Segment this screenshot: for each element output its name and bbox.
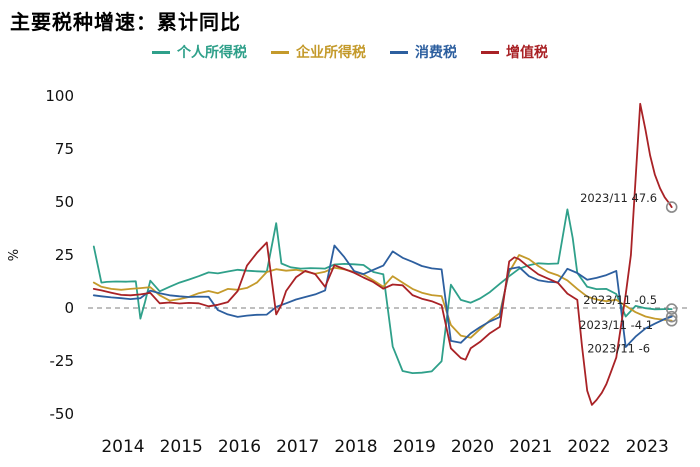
legend-label-corporate-income-tax: 企业所得税 bbox=[296, 45, 366, 61]
legend-marker-personal-income-tax bbox=[152, 50, 170, 54]
y-axis-label: % bbox=[7, 249, 22, 261]
y-tick-label: 75 bbox=[55, 140, 74, 158]
annotation-2: 2023/11 -4.1 bbox=[579, 318, 653, 332]
annotation-1: 2023/11 -0.5 bbox=[583, 293, 657, 307]
legend-item-consumption-tax: 消费税 bbox=[390, 42, 457, 62]
series-line-consumption-tax bbox=[92, 244, 673, 348]
series-line-personal-income-tax bbox=[92, 208, 673, 375]
x-tick-label: 2023 bbox=[626, 437, 669, 457]
end-marker-consumption-tax bbox=[665, 310, 678, 323]
y-tick-label: 0 bbox=[64, 299, 74, 317]
x-tick-label: 2020 bbox=[451, 437, 494, 457]
legend-label-vat: 增值税 bbox=[506, 45, 548, 61]
legend-label-personal-income-tax: 个人所得税 bbox=[177, 45, 247, 61]
x-tick-label: 2016 bbox=[218, 437, 261, 457]
y-tick-label: 25 bbox=[55, 246, 74, 264]
legend-marker-vat bbox=[481, 50, 499, 54]
x-tick-label: 2022 bbox=[567, 437, 610, 457]
legend-marker-corporate-income-tax bbox=[271, 50, 289, 54]
x-tick-label: 2018 bbox=[334, 437, 377, 457]
y-tick-label: -50 bbox=[50, 405, 75, 423]
chart-title: 主要税种增速：累计同比 bbox=[10, 10, 241, 34]
x-tick-label: 2017 bbox=[276, 437, 319, 457]
y-tick-label: 100 bbox=[45, 87, 74, 105]
y-tick-label: 50 bbox=[55, 193, 74, 211]
x-tick-label: 2014 bbox=[101, 437, 144, 457]
legend-item-personal-income-tax: 个人所得税 bbox=[152, 42, 247, 62]
x-tick-label: 2019 bbox=[393, 437, 436, 457]
x-tick-label: 2021 bbox=[509, 437, 552, 457]
legend-item-corporate-income-tax: 企业所得税 bbox=[271, 42, 366, 62]
series-line-vat bbox=[92, 102, 673, 406]
annotation-0: 2023/11 47.6 bbox=[580, 191, 657, 205]
end-marker-vat bbox=[665, 201, 678, 213]
legend-marker-consumption-tax bbox=[390, 50, 408, 54]
end-marker-personal-income-tax bbox=[665, 303, 678, 315]
x-tick-label: 2015 bbox=[160, 437, 203, 457]
legend-item-vat: 增值税 bbox=[481, 42, 548, 62]
legend-label-consumption-tax: 消费税 bbox=[415, 45, 457, 61]
y-tick-label: -25 bbox=[50, 352, 75, 370]
legend: 个人所得税 企业所得税 消费税 增值税 bbox=[0, 42, 700, 62]
end-marker-corporate-income-tax bbox=[665, 314, 678, 327]
annotation-3: 2023/11 -6 bbox=[587, 342, 650, 356]
